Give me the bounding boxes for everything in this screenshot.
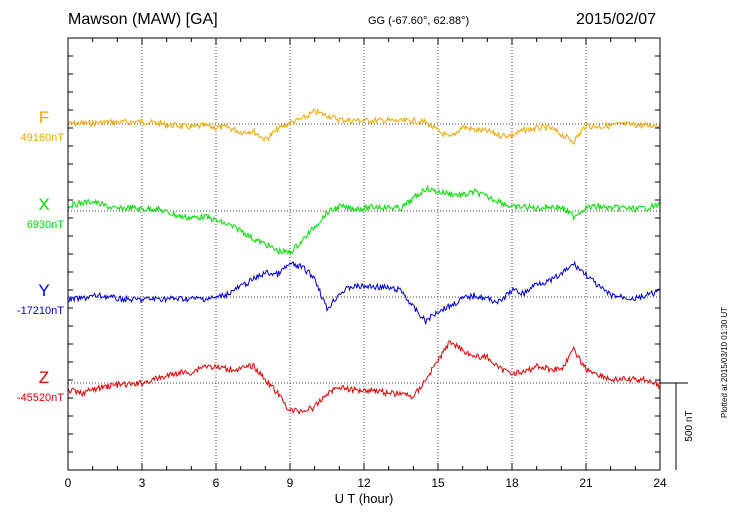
station-title: Mawson (MAW) [GA] xyxy=(68,11,218,28)
date-label: 2015/02/07 xyxy=(576,11,657,28)
series-name-X: X xyxy=(38,195,49,214)
series-line-X xyxy=(67,184,661,256)
x-tick-label-3: 3 xyxy=(139,476,146,490)
series-lines xyxy=(67,107,661,416)
series-baseline-X: 6930nT xyxy=(27,219,65,231)
series-line-Z xyxy=(67,340,661,416)
x-tick-label-15: 15 xyxy=(431,476,445,490)
scale-bar-label: 500 nT xyxy=(684,410,695,441)
x-tick-label-6: 6 xyxy=(213,476,220,490)
series-name-Y: Y xyxy=(38,281,49,300)
x-tick-label-0: 0 xyxy=(65,476,72,490)
series-name-Z: Z xyxy=(39,368,49,387)
scale-bar: 500 nT xyxy=(660,382,695,470)
series-baseline-Y: -17210nT xyxy=(17,305,64,317)
grid-lines xyxy=(141,38,587,470)
x-tick-label-9: 9 xyxy=(287,476,294,490)
x-tick-label-18: 18 xyxy=(505,476,519,490)
x-tick-label-24: 24 xyxy=(653,476,667,490)
axis-ticks xyxy=(67,37,661,471)
series-baseline-Z: -45520nT xyxy=(17,392,64,404)
x-axis-label: U T (hour) xyxy=(335,491,394,506)
coordinates-label: GG (-67.60°, 62.88°) xyxy=(368,15,470,27)
series-line-F xyxy=(67,107,661,146)
x-tick-label-21: 21 xyxy=(579,476,593,490)
series-name-F: F xyxy=(39,108,49,127)
series-labels: F 49160nT X 6930nT Y -17210nT Z -45520nT xyxy=(17,108,64,404)
series-line-Y xyxy=(67,260,661,325)
x-tick-label-12: 12 xyxy=(357,476,371,490)
x-tick-labels: 0 3 6 9 12 15 18 21 24 xyxy=(65,476,667,490)
series-baseline-F: 49160nT xyxy=(21,132,65,144)
